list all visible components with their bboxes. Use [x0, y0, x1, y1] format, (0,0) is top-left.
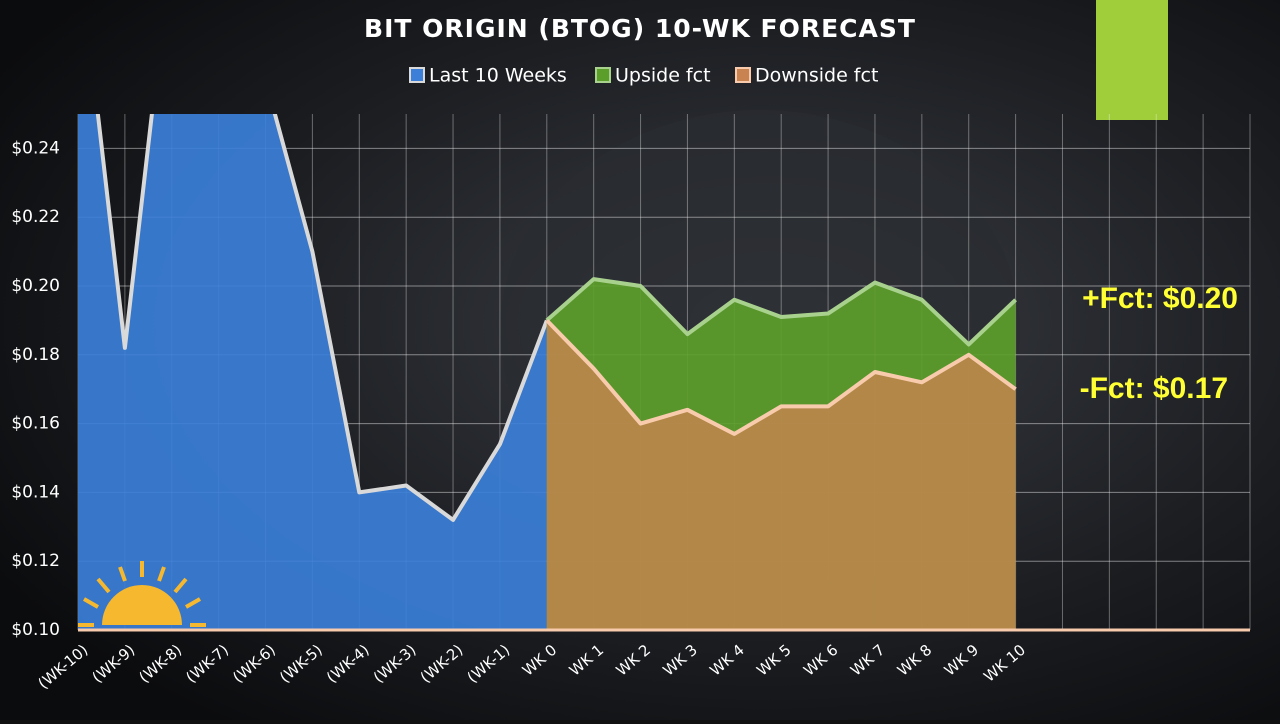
y-tick-label: $0.22: [11, 207, 60, 227]
y-tick-label: $0.10: [11, 620, 60, 640]
annotation: +Fct: $0.20: [1082, 282, 1238, 315]
legend-label: Upside fct: [615, 65, 711, 87]
legend-swatch: [409, 67, 425, 83]
legend-label: Last 10 Weeks: [429, 65, 567, 87]
legend-label: Downside fct: [755, 65, 878, 87]
series-line: [95, 114, 549, 522]
accent-block: [1096, 0, 1168, 120]
chart-title: BIT ORIGIN (BTOG) 10-WK FORECAST: [364, 14, 916, 43]
y-tick-label: $0.24: [11, 138, 60, 158]
legend-swatch: [595, 67, 611, 83]
legend-swatch: [735, 67, 751, 83]
y-tick-label: $0.18: [11, 345, 60, 365]
area-fill: [546, 320, 1016, 630]
y-tick-label: $0.14: [11, 482, 60, 502]
y-tick-label: $0.16: [11, 414, 60, 434]
sun-icon: [78, 561, 206, 627]
series-line: [545, 277, 1017, 347]
y-tick-label: $0.12: [11, 551, 60, 571]
series-line: [545, 319, 1017, 436]
plot-area: [78, 114, 1017, 630]
y-tick-label: $0.20: [11, 276, 60, 296]
legend: Last 10 Weeks Upside fct Downside fct: [409, 65, 878, 87]
area-fill: [78, 114, 547, 630]
annotation: -Fct: $0.17: [1080, 372, 1228, 405]
